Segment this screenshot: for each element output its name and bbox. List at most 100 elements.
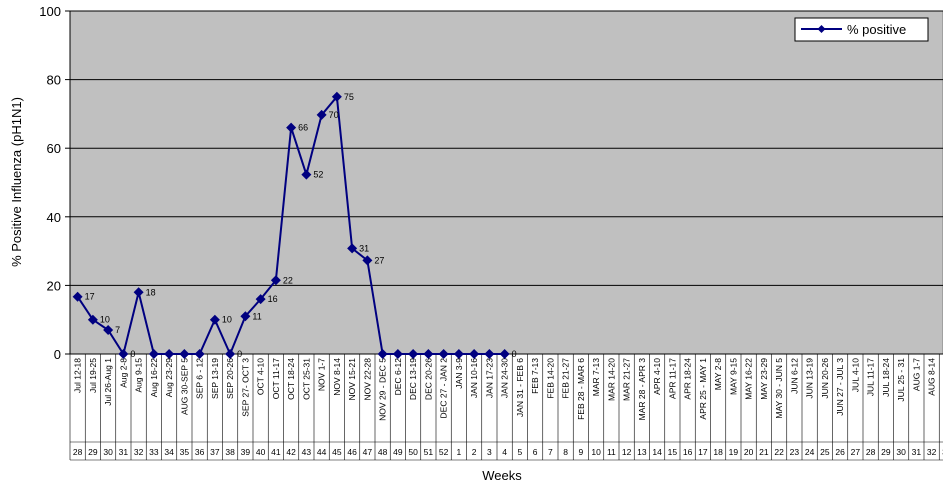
data-point-marker xyxy=(301,169,312,180)
week-number-label: 50 xyxy=(408,447,418,457)
x-category-label: Aug 16-22 xyxy=(149,358,159,397)
x-category-label: JAN 17-23 xyxy=(484,358,494,398)
x-category-label: JAN 3-9 xyxy=(454,358,464,389)
week-number-label: 23 xyxy=(790,447,800,457)
x-category-label: FEB 28 - MAR 6 xyxy=(576,358,586,420)
x-category-label: DEC 20-26 xyxy=(423,358,433,400)
data-label: 18 xyxy=(146,287,156,297)
x-category-label: MAY 2-8 xyxy=(713,358,723,391)
x-category-label: Jul 12-18 xyxy=(73,358,83,393)
week-number-label: 47 xyxy=(363,447,373,457)
data-label: 66 xyxy=(298,123,308,133)
data-label: 52 xyxy=(313,170,323,180)
data-label: 31 xyxy=(359,243,369,253)
week-number-label: 8 xyxy=(563,447,568,457)
x-category-label: AUG 8-14 xyxy=(927,358,937,396)
week-number-label: 28 xyxy=(866,447,876,457)
y-tick-label: 20 xyxy=(47,278,61,293)
week-number-label: 32 xyxy=(134,447,144,457)
data-point-marker xyxy=(255,294,266,305)
data-point-marker xyxy=(347,243,358,254)
week-number-label: 27 xyxy=(851,447,861,457)
week-number-label: 24 xyxy=(805,447,815,457)
x-category-label: MAY 30 - JUN 5 xyxy=(774,358,784,419)
x-category-label: FEB 14-20 xyxy=(545,358,555,399)
data-label: 16 xyxy=(268,294,278,304)
week-number-label: 52 xyxy=(439,447,449,457)
data-point-marker xyxy=(362,255,373,266)
week-number-label: 3 xyxy=(487,447,492,457)
data-point-marker xyxy=(240,311,251,322)
x-category-label: AUG 30-SEP 5 xyxy=(179,358,189,415)
week-number-label: 28 xyxy=(73,447,83,457)
data-label: 0 xyxy=(130,349,135,359)
week-number-label: 26 xyxy=(835,447,845,457)
week-number-label: 2 xyxy=(472,447,477,457)
data-point-marker xyxy=(164,349,175,359)
week-number-label: 25 xyxy=(820,447,830,457)
data-point-marker xyxy=(331,91,342,102)
legend-marker xyxy=(817,25,826,33)
y-axis-label: % Positive Influenza (pH1N1) xyxy=(9,97,24,267)
x-category-label: APR 25 - MAY 1 xyxy=(698,358,708,420)
week-number-label: 41 xyxy=(271,447,281,457)
y-tick-label: 40 xyxy=(47,210,61,225)
x-category-label: JUL 25 - 31 xyxy=(896,358,906,402)
x-category-label: APR 18-24 xyxy=(683,358,693,400)
x-category-label: JUN 13-19 xyxy=(805,358,815,399)
week-number-label: 35 xyxy=(180,447,190,457)
week-number-label: 19 xyxy=(729,447,739,457)
week-number-label: 39 xyxy=(241,447,251,457)
data-point-marker xyxy=(408,349,419,359)
data-point-marker xyxy=(377,349,388,359)
x-category-label: MAY 9-15 xyxy=(728,358,738,395)
week-number-label: 33 xyxy=(149,447,159,457)
x-category-label: Jul 19-25 xyxy=(88,358,98,393)
week-number-label: 37 xyxy=(210,447,220,457)
week-number-label: 17 xyxy=(698,447,708,457)
x-category-label: Aug 9-15 xyxy=(134,358,144,393)
x-category-label: Aug 23-29 xyxy=(164,358,174,397)
x-category-label: NOV 15-21 xyxy=(347,358,357,401)
week-number-label: 36 xyxy=(195,447,205,457)
data-label: 70 xyxy=(329,110,339,120)
week-number-label: 12 xyxy=(622,447,632,457)
data-point-marker xyxy=(148,349,159,359)
week-number-label: 51 xyxy=(424,447,434,457)
week-number-label: 46 xyxy=(347,447,357,457)
data-label: 17 xyxy=(85,292,95,302)
data-label: 10 xyxy=(222,315,232,325)
data-point-marker xyxy=(469,349,480,359)
x-category-label: SEP 13-19 xyxy=(210,358,220,399)
week-number-label: 48 xyxy=(378,447,388,457)
week-number-label: 14 xyxy=(652,447,662,457)
x-category-label: JUN 20-26 xyxy=(820,358,830,399)
x-category-label: MAY 23-29 xyxy=(759,358,769,400)
week-number-label: 29 xyxy=(88,447,98,457)
x-category-label: DEC 13-19 xyxy=(408,358,418,400)
week-number-label: 31 xyxy=(119,447,129,457)
data-label: 0 xyxy=(512,349,517,359)
x-category-label: JAN 10-16 xyxy=(469,358,479,398)
data-point-marker xyxy=(225,349,236,359)
data-point-marker xyxy=(270,275,281,286)
plot-area xyxy=(69,10,943,355)
data-point-marker xyxy=(118,349,129,359)
week-number-label: 29 xyxy=(881,447,891,457)
x-category-label: NOV 8-14 xyxy=(332,358,342,396)
data-point-marker xyxy=(316,109,327,120)
week-number-label: 40 xyxy=(256,447,266,457)
week-number-label: 15 xyxy=(668,447,678,457)
x-category-label: JUN 27 - JUL 3 xyxy=(835,358,845,416)
week-number-label: 42 xyxy=(286,447,296,457)
x-category-label: APR 4-10 xyxy=(652,358,662,395)
data-label: 7 xyxy=(115,325,120,335)
x-category-label: DEC 6-12 xyxy=(393,358,403,396)
data-label: 27 xyxy=(374,255,384,265)
x-category-label: Jul 26-Aug 1 xyxy=(103,358,113,406)
category-table: Jul 12-18 Jul 19-25 Jul 26-Aug 1 Aug 2-8 Aug… xyxy=(69,354,943,461)
data-label: 75 xyxy=(344,92,354,102)
week-number-label: 10 xyxy=(591,447,601,457)
x-category-label: MAR 28 - APR 3 xyxy=(637,358,647,421)
